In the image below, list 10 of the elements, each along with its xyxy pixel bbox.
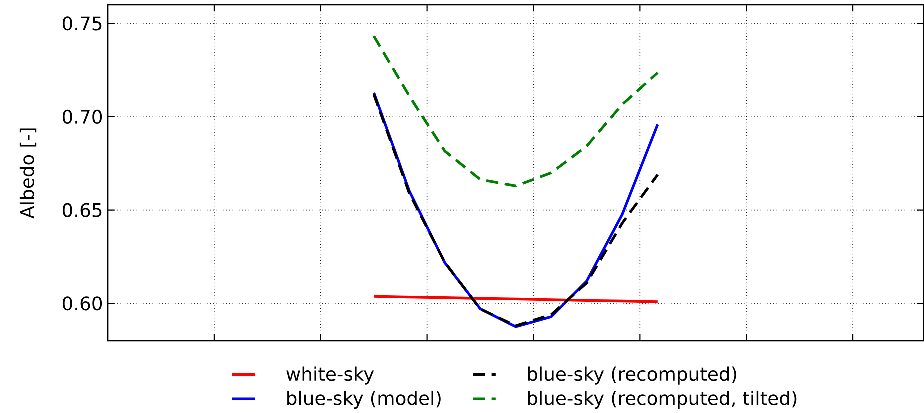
line-series	[372, 34, 660, 188]
legend-label: white-sky	[286, 366, 374, 385]
y-tick-label: 0.70	[62, 110, 102, 124]
legend-label: blue-sky (model)	[288, 390, 441, 409]
y-tick-label: 0.60	[62, 296, 102, 311]
legend-label: blue-sky (recomputed)	[528, 366, 736, 385]
y-tick-label: 0.75	[62, 16, 102, 31]
y-tick-label: 0.65	[62, 203, 102, 218]
y-axis-title: Albedo [-]	[20, 128, 37, 219]
legend-label: blue-sky (recomputed, tilted)	[528, 390, 797, 409]
